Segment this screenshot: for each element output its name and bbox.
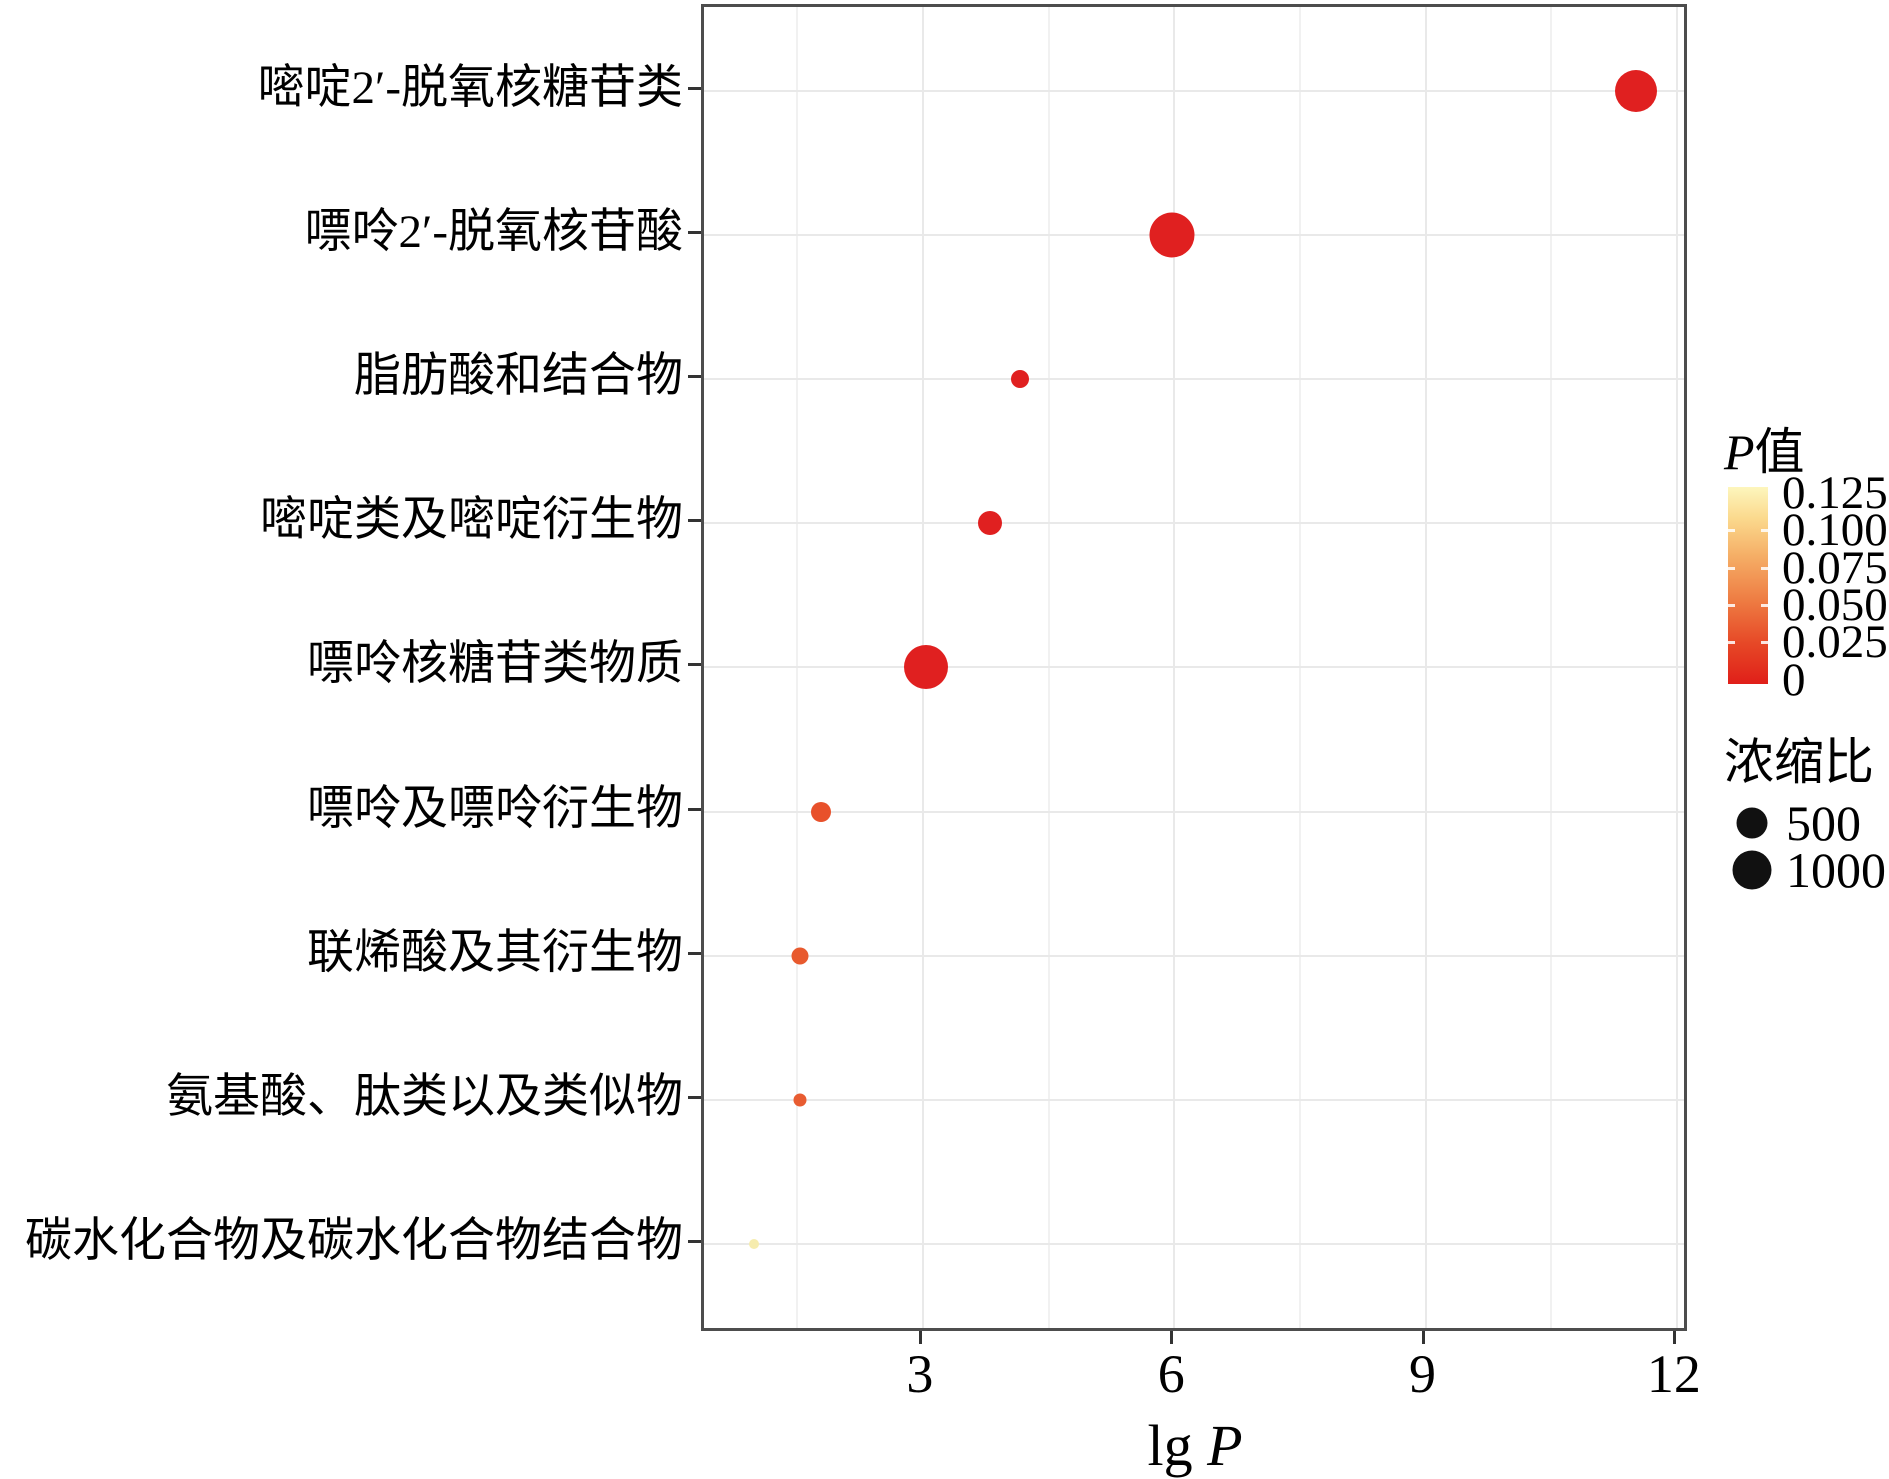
x-axis-tick-label: 6 xyxy=(1157,1344,1185,1404)
data-bubble xyxy=(1149,212,1195,258)
data-bubble xyxy=(791,947,809,965)
pvalue-colorbar-tickmark xyxy=(1728,641,1735,644)
size-legend-label: 500 xyxy=(1786,795,1861,851)
pvalue-colorbar-tickmark xyxy=(1728,529,1735,532)
y-gridline xyxy=(704,1242,1684,1245)
y-axis-label: 嘧啶类及嘧啶衍生物 xyxy=(260,494,683,547)
y-axis-label: 嘌呤及嘌呤衍生物 xyxy=(307,782,683,835)
y-axis-label: 嘧啶2′-脱氧核糖苷类 xyxy=(257,62,683,114)
y-tick xyxy=(688,231,701,235)
data-bubble xyxy=(977,511,1002,536)
pvalue-legend-title-symbol: P xyxy=(1724,424,1755,480)
y-gridline xyxy=(704,1098,1684,1101)
x-tick xyxy=(1421,1331,1425,1344)
pvalue-legend-title: P值 xyxy=(1724,412,1805,484)
y-tick xyxy=(688,807,701,811)
y-axis-label: 脂肪酸和结合物 xyxy=(354,350,683,403)
size-legend-dot xyxy=(1736,807,1768,839)
pvalue-colorbar-tick-label: 0.100 xyxy=(1782,504,1888,556)
data-bubble xyxy=(748,1238,759,1249)
y-axis-label: 嘌呤核糖苷类物质 xyxy=(307,638,683,691)
data-bubble xyxy=(1011,370,1030,389)
x-axis-tick-label: 3 xyxy=(906,1344,934,1404)
x-tick xyxy=(1170,1331,1174,1344)
pvalue-colorbar-tickmark xyxy=(1761,567,1768,570)
pvalue-legend-title-cjk: 值 xyxy=(1754,424,1805,480)
pvalue-colorbar-tickmark xyxy=(1761,529,1768,532)
data-bubble xyxy=(810,801,831,822)
y-axis-label: 氨基酸、肽类以及类似物 xyxy=(166,1070,683,1123)
pvalue-colorbar-tick-label: 0.025 xyxy=(1782,616,1888,668)
y-axis-label: 嘌呤2′-脱氧核苷酸 xyxy=(304,206,683,259)
y-tick xyxy=(688,375,701,379)
pvalue-colorbar-tick-label: 0.050 xyxy=(1782,579,1888,631)
pvalue-colorbar-tickmark xyxy=(1761,604,1768,607)
y-tick xyxy=(688,1095,701,1099)
pvalue-colorbar-tickmark xyxy=(1728,567,1735,570)
data-bubble xyxy=(904,645,949,690)
size-legend-title: 浓缩比 xyxy=(1724,734,1874,790)
y-tick xyxy=(688,663,701,667)
x-tick xyxy=(918,1331,922,1344)
y-tick xyxy=(688,519,701,523)
data-bubble xyxy=(793,1093,807,1107)
y-gridline xyxy=(704,954,1684,957)
y-axis-label: 联烯酸及其衍生物 xyxy=(307,926,683,979)
y-tick xyxy=(688,1239,701,1243)
size-legend-label: 1000 xyxy=(1786,842,1886,898)
y-gridline xyxy=(704,810,1684,813)
plot-panel xyxy=(701,4,1687,1331)
size-legend-dot xyxy=(1732,850,1772,890)
pvalue-colorbar-tick-label: 0 xyxy=(1782,654,1806,706)
y-axis-label: 碳水化合物及碳水化合物结合物 xyxy=(25,1214,683,1267)
pvalue-colorbar xyxy=(1728,487,1768,684)
x-tick xyxy=(1672,1331,1676,1344)
pvalue-colorbar-tickmark xyxy=(1761,641,1768,644)
y-gridline xyxy=(704,90,1684,92)
x-axis-tick-label: 9 xyxy=(1409,1344,1437,1404)
y-gridline xyxy=(704,378,1684,381)
y-gridline xyxy=(704,666,1684,669)
pvalue-colorbar-tickmark xyxy=(1728,604,1735,607)
y-gridline xyxy=(704,522,1684,525)
y-tick xyxy=(688,951,701,955)
pvalue-colorbar-tick-label: 0.075 xyxy=(1782,542,1888,594)
x-axis-title: lg P xyxy=(1075,1412,1315,1479)
pvalue-colorbar-tick-label: 0.125 xyxy=(1782,467,1888,519)
y-tick xyxy=(688,87,701,90)
x-axis-title-prefix: lg xyxy=(1147,1413,1208,1478)
x-axis-title-symbol: P xyxy=(1207,1413,1243,1478)
x-axis-tick-label: 12 xyxy=(1646,1344,1701,1404)
data-bubble xyxy=(1614,70,1657,112)
